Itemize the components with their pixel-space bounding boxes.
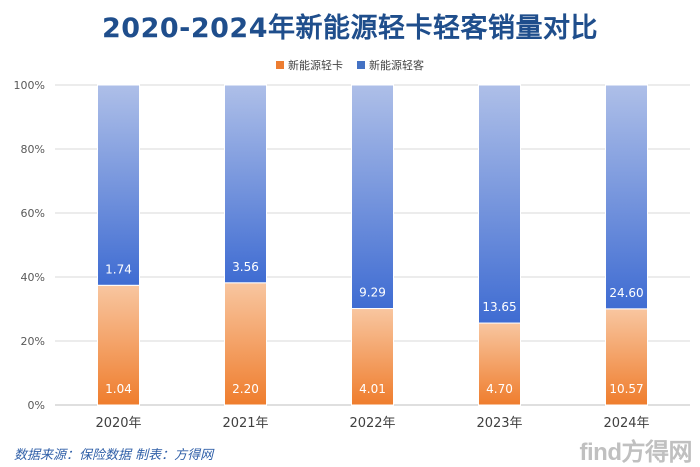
bar-segment-light-bus — [605, 84, 648, 310]
y-tick-label: 20% — [21, 335, 45, 348]
y-tick-label: 60% — [21, 207, 45, 220]
data-label-light-truck: 4.70 — [486, 382, 513, 396]
y-tick-label: 100% — [14, 79, 45, 92]
legend: 新能源轻卡 新能源轻客 — [0, 57, 700, 73]
y-tick-label: 80% — [21, 143, 45, 156]
data-label-light-truck: 2.20 — [232, 382, 259, 396]
x-tick-label: 2023年 — [476, 416, 522, 431]
legend-swatch-light-truck — [276, 61, 284, 69]
bar-segment-light-bus — [478, 84, 521, 324]
data-label-light-bus: 13.65 — [482, 300, 516, 314]
watermark-logo: find方得网 — [579, 439, 693, 466]
data-label-light-bus: 1.74 — [105, 262, 132, 276]
bar-segment-light-truck — [224, 282, 267, 406]
data-label-light-bus: 3.56 — [232, 260, 259, 274]
bar-segment-light-bus — [97, 84, 140, 286]
data-label-light-bus: 24.60 — [609, 286, 643, 300]
data-label-light-truck: 4.01 — [359, 382, 386, 396]
x-tick-label: 2024年 — [603, 416, 649, 431]
bar-segment-light-truck — [97, 284, 140, 406]
bar-segment-light-truck — [605, 308, 648, 406]
data-label-light-truck: 10.57 — [609, 382, 643, 396]
bar-segment-light-bus — [351, 84, 394, 310]
bar-segment-light-bus — [224, 84, 267, 284]
x-tick-label: 2021年 — [222, 416, 268, 431]
legend-label-light-bus: 新能源轻客 — [369, 59, 424, 72]
legend-item-light-truck: 新能源轻卡 — [276, 57, 343, 73]
legend-item-light-bus: 新能源轻客 — [357, 57, 424, 73]
legend-swatch-light-bus — [357, 61, 365, 69]
data-label-light-bus: 9.29 — [359, 286, 386, 300]
bar-segment-light-truck — [351, 308, 394, 406]
y-tick-label: 40% — [21, 271, 45, 284]
x-tick-label: 2022年 — [349, 416, 395, 431]
chart-title: 2020-2024年新能源轻卡轻客销量对比 — [102, 13, 598, 44]
data-label-light-truck: 1.04 — [105, 382, 132, 396]
x-tick-label: 2020年 — [95, 416, 141, 431]
bar-segment-light-truck — [478, 322, 521, 406]
legend-label-light-truck: 新能源轻卡 — [288, 59, 343, 72]
y-tick-label: 0% — [28, 399, 45, 412]
data-source-note: 数据来源：保险数据 制表：方得网 — [14, 448, 214, 463]
